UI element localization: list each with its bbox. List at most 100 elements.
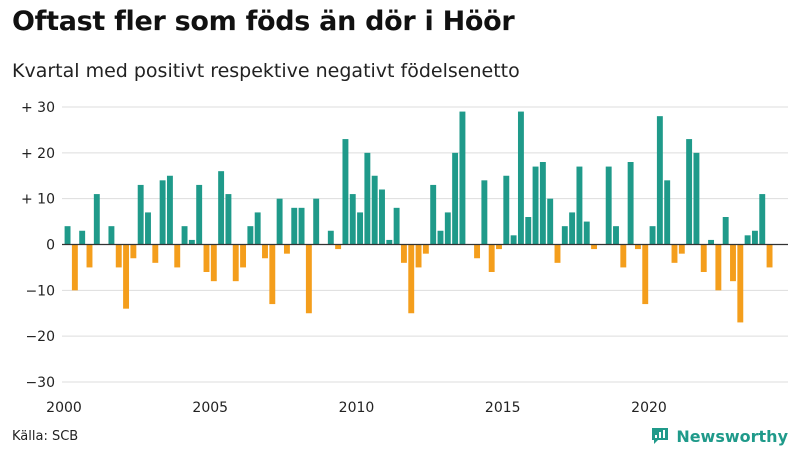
- y-tick-label: −20: [25, 329, 55, 345]
- bar: [159, 180, 166, 245]
- bar: [737, 244, 744, 323]
- bar: [123, 244, 130, 309]
- bar: [386, 239, 393, 245]
- bar: [547, 198, 554, 245]
- bar: [152, 244, 159, 263]
- x-tick-label: 2020: [631, 400, 667, 416]
- bar: [313, 198, 320, 245]
- bar: [108, 226, 115, 245]
- brand-name: Newsworthy: [676, 426, 788, 446]
- bar: [591, 244, 598, 250]
- bar: [393, 207, 400, 245]
- bar: [335, 244, 342, 250]
- bar: [444, 212, 451, 245]
- bar: [254, 212, 261, 245]
- bar: [342, 139, 349, 245]
- bar: [620, 244, 627, 268]
- bar: [422, 244, 429, 254]
- bar: [415, 244, 422, 268]
- bar: [71, 244, 78, 291]
- x-tick-label: 2010: [339, 400, 375, 416]
- y-tick-label: −10: [25, 283, 55, 299]
- bar: [627, 162, 634, 245]
- bar: [569, 212, 576, 245]
- bar: [744, 235, 751, 245]
- bar: [613, 226, 619, 245]
- bar: [686, 139, 693, 245]
- bar: [181, 226, 188, 245]
- bar: [583, 221, 590, 245]
- brand-logo[interactable]: Newsworthy: [650, 425, 788, 447]
- x-tick-label: 2015: [485, 400, 521, 416]
- bar: [642, 244, 649, 305]
- newsworthy-logo-icon: [652, 428, 669, 444]
- bar: [554, 244, 561, 263]
- bar: [503, 175, 510, 245]
- bar: [488, 244, 495, 272]
- bar: [649, 226, 656, 245]
- bar: [357, 212, 364, 245]
- bar: [269, 244, 276, 305]
- bar: [766, 244, 773, 268]
- y-tick-label: + 10: [21, 192, 55, 208]
- bar: [130, 244, 137, 259]
- bar: [605, 166, 612, 245]
- bar: [656, 116, 663, 245]
- chart-subtitle: Kvartal med positivt respektive negativt…: [12, 60, 520, 82]
- bar: [474, 244, 481, 259]
- bar: [730, 244, 736, 282]
- source-note: Källa: SCB: [12, 429, 79, 444]
- bar: [400, 244, 407, 263]
- bar: [305, 244, 312, 314]
- bar: [532, 166, 539, 245]
- y-tick-label: + 30: [21, 100, 55, 116]
- bar: [539, 162, 546, 245]
- bar: [452, 152, 459, 245]
- bar: [276, 198, 283, 245]
- x-tick-label: 2000: [46, 400, 82, 416]
- y-tick-label: + 20: [21, 146, 55, 162]
- bar: [291, 207, 298, 245]
- chart-title: Oftast fler som föds än dör i Höör: [12, 6, 515, 37]
- bar: [437, 230, 444, 245]
- bar: [283, 244, 290, 254]
- bar: [93, 194, 100, 245]
- bar: [430, 184, 437, 245]
- bar: [634, 244, 641, 250]
- bar: [115, 244, 122, 268]
- bar: [496, 244, 502, 250]
- bar: [708, 239, 715, 245]
- bar: [327, 230, 334, 245]
- bar: [349, 194, 356, 245]
- bar: [759, 194, 766, 245]
- bar: [145, 212, 151, 245]
- bar: [240, 244, 247, 268]
- bar: [210, 244, 217, 282]
- bar: [379, 189, 385, 245]
- bar: [64, 226, 71, 245]
- bar: [137, 184, 144, 245]
- bar: [247, 226, 254, 245]
- bar: [693, 152, 700, 245]
- x-tick-label: 2005: [192, 400, 228, 416]
- y-tick-label: −30: [25, 375, 55, 391]
- bar-chart: + 30 + 20 + 10 0 −10 −20 −30 2000 2005 2010 2015 20…: [21, 100, 788, 416]
- bar: [722, 217, 729, 245]
- bar: [188, 239, 195, 245]
- y-tick-label: 0: [46, 238, 55, 254]
- bar: [174, 244, 181, 268]
- bar: [79, 230, 86, 245]
- bar: [751, 230, 758, 245]
- bar: [517, 111, 524, 245]
- axes: + 30 + 20 + 10 0 −10 −20 −30 2000 2005 2010 2015 20…: [21, 100, 788, 416]
- bar: [678, 244, 685, 254]
- gridlines: [62, 106, 788, 383]
- bar: [525, 217, 532, 245]
- bar: [371, 175, 378, 245]
- bar: [408, 244, 415, 314]
- bar: [218, 171, 225, 245]
- bar: [225, 194, 232, 245]
- bar: [700, 244, 707, 272]
- bar: [262, 244, 268, 259]
- bar: [510, 235, 517, 245]
